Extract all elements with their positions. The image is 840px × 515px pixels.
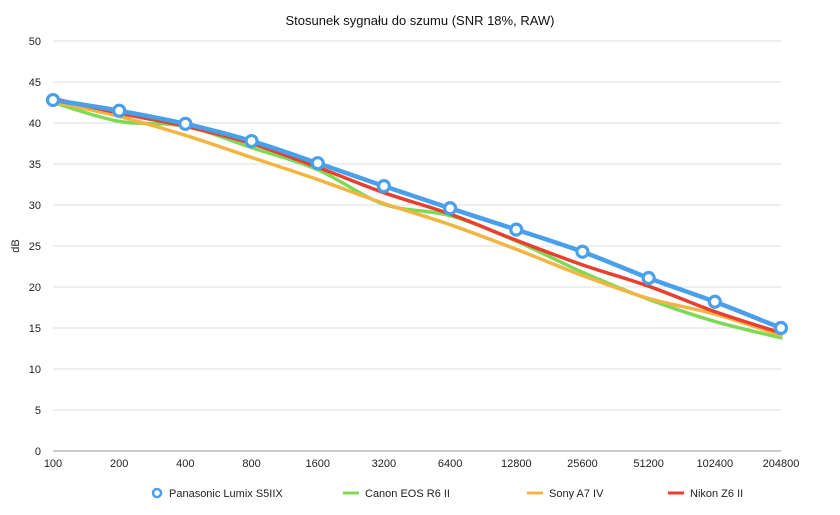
x-tick-label: 204800 bbox=[763, 458, 800, 470]
legend-item-nikon-z6-ii: Nikon Z6 II bbox=[668, 488, 743, 500]
y-axis-label: dB bbox=[10, 239, 22, 252]
series-line-sony-a7-iv bbox=[51, 99, 783, 338]
data-point-panasonic-lumix-s5iix bbox=[707, 294, 722, 309]
y-tick-label: 5 bbox=[35, 405, 41, 417]
x-tick-label: 25600 bbox=[567, 458, 598, 470]
legend-item-canon-eos-r6-ii: Canon EOS R6 II bbox=[343, 488, 450, 500]
y-tick-label: 25 bbox=[29, 241, 41, 253]
data-point-panasonic-lumix-s5iix bbox=[244, 133, 259, 149]
legend-label: Panasonic Lumix S5IIX bbox=[169, 488, 283, 500]
y-tick-label: 10 bbox=[29, 364, 41, 376]
x-tick-label: 200 bbox=[110, 458, 128, 470]
data-point-panasonic-lumix-s5iix bbox=[112, 103, 127, 118]
grid bbox=[53, 40, 781, 452]
y-tick-labels: 0 5 10 15 20 25 30 35 40 45 50 bbox=[29, 36, 41, 458]
y-tick-label: 20 bbox=[29, 282, 41, 294]
legend-label: Sony A7 IV bbox=[549, 488, 604, 500]
series-markers bbox=[45, 92, 789, 336]
data-point-panasonic-lumix-s5iix bbox=[45, 92, 61, 108]
y-tick-label: 15 bbox=[29, 323, 41, 335]
x-tick-label: 400 bbox=[176, 458, 194, 470]
data-point-panasonic-lumix-s5iix bbox=[178, 116, 193, 131]
data-point-panasonic-lumix-s5iix bbox=[376, 179, 392, 194]
y-tick-label: 40 bbox=[29, 118, 41, 130]
x-tick-label: 800 bbox=[242, 458, 260, 470]
x-tick-label: 51200 bbox=[633, 458, 664, 470]
legend-item-panasonic-lumix-s5iix: Panasonic Lumix S5IIX bbox=[151, 487, 283, 500]
chart-title: Stosunek sygnału do szumu (SNR 18%, RAW) bbox=[285, 13, 554, 28]
legend-label: Nikon Z6 II bbox=[690, 488, 743, 500]
legend-item-sony-a7-iv: Sony A7 IV bbox=[527, 488, 604, 500]
data-point-panasonic-lumix-s5iix bbox=[641, 270, 656, 286]
data-point-panasonic-lumix-s5iix bbox=[509, 222, 524, 237]
legend-marker bbox=[151, 487, 163, 499]
x-tick-label: 102400 bbox=[696, 458, 733, 470]
series-lines bbox=[50, 96, 784, 340]
x-tick-labels: 100 200 400 800 1600 3200 6400 12800 25600 51200 1… bbox=[44, 458, 800, 470]
data-point-panasonic-lumix-s5iix bbox=[442, 201, 458, 216]
legend: Panasonic Lumix S5IIX Canon EOS R6 II Sony… bbox=[151, 487, 743, 500]
x-tick-label: 6400 bbox=[438, 458, 462, 470]
x-tick-label: 12800 bbox=[501, 458, 532, 470]
y-tick-label: 35 bbox=[29, 159, 41, 171]
y-tick-label: 50 bbox=[29, 36, 41, 48]
x-tick-label: 100 bbox=[44, 458, 62, 470]
legend-label: Canon EOS R6 II bbox=[365, 488, 450, 500]
x-tick-label: 3200 bbox=[372, 458, 396, 470]
y-tick-label: 45 bbox=[29, 77, 41, 89]
x-tick-label: 1600 bbox=[305, 458, 329, 470]
data-point-panasonic-lumix-s5iix bbox=[575, 244, 590, 259]
data-point-panasonic-lumix-s5iix bbox=[310, 156, 325, 171]
data-point-panasonic-lumix-s5iix bbox=[773, 320, 789, 336]
y-tick-label: 30 bbox=[29, 200, 41, 212]
y-tick-label: 0 bbox=[35, 446, 41, 458]
